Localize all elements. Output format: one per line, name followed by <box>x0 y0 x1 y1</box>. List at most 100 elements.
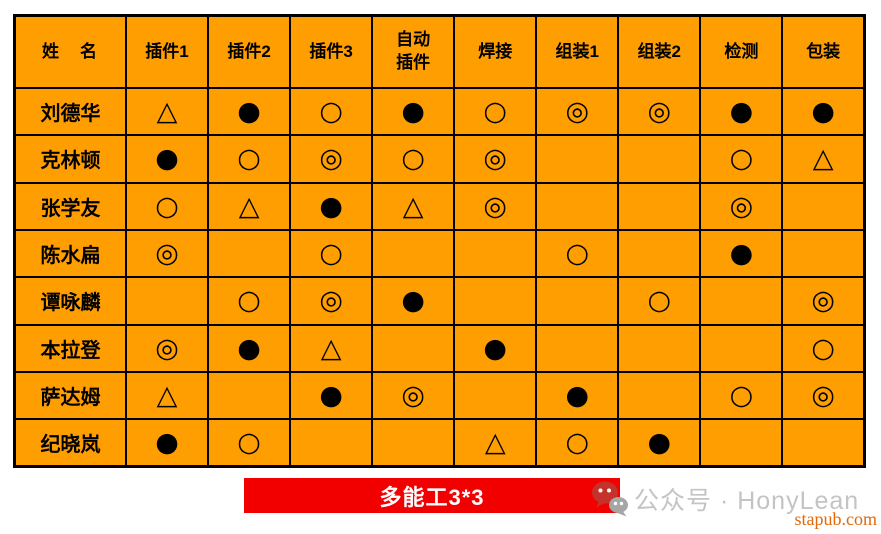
title-banner: 多能工3*3 <box>244 478 620 513</box>
skill-cell-open_circle: ○ <box>289 86 374 137</box>
skill-cell-empty <box>699 323 784 373</box>
skill-cell-empty <box>207 370 292 421</box>
skill-cell-open_circle: ○ <box>535 418 620 468</box>
skill-cell-open_circle: ○ <box>124 181 210 231</box>
skill-cell-empty <box>781 418 866 468</box>
skill-cell-double_circle: ◎ <box>289 134 374 184</box>
skill-cell-empty <box>781 181 866 231</box>
skill-cell-open_circle: ○ <box>289 228 374 279</box>
watermark: 公众号 · HonyLean <box>590 478 859 520</box>
column-header: 组装1 <box>535 14 620 89</box>
skill-cell-triangle: △ <box>289 323 374 373</box>
skill-cell-open_circle: ○ <box>207 418 292 468</box>
skill-cell-empty <box>371 418 456 468</box>
banner-label: 多能工3*3 <box>379 484 485 510</box>
skill-cell-empty <box>289 418 374 468</box>
skill-cell-open_circle: ○ <box>453 86 538 137</box>
skill-cell-double_circle: ◎ <box>617 86 702 137</box>
column-header: 焊接 <box>453 14 538 89</box>
skill-cell-open_circle: ○ <box>699 134 784 184</box>
skill-cell-open_circle: ○ <box>781 323 866 373</box>
table-body: 刘德华 △ ● ○ ● ○ ◎ ◎ ● ● 克林顿 ● ○ ◎ ○ ◎ ○ △ 张学友 ○ △ ● △ ◎ ◎ 陈水扁 ◎ ○ ○ ● 谭咏… <box>13 86 866 468</box>
skill-cell-double_circle: ◎ <box>781 276 866 326</box>
worker-row: 陈水扁 ◎ ○ ○ ● <box>13 228 866 279</box>
skill-matrix-table: 姓 名插件1 插件2 插件3 自动 插件 焊接 组装1 组装2 检测 包装 刘德华 △ ● ○ ● ○ ◎ ◎… <box>13 14 866 468</box>
skill-cell-double_circle: ◎ <box>453 181 538 231</box>
worker-row: 张学友 ○ △ ● △ ◎ ◎ <box>13 181 866 231</box>
skill-cell-filled_circle: ● <box>124 418 210 468</box>
skill-cell-filled_circle: ● <box>781 86 866 137</box>
skill-cell-double_circle: ◎ <box>781 370 866 421</box>
column-header: 自动 插件 <box>371 14 456 89</box>
header-row: 姓 名插件1 插件2 插件3 自动 插件 焊接 组装1 组装2 检测 包装 <box>13 14 866 89</box>
skill-cell-double_circle: ◎ <box>289 276 374 326</box>
skill-cell-open_circle: ○ <box>371 134 456 184</box>
skill-cell-filled_circle: ● <box>289 370 374 421</box>
skill-cell-empty <box>617 370 702 421</box>
skill-cell-filled_circle: ● <box>617 418 702 468</box>
wechat-icon <box>592 481 628 517</box>
column-header: 插件2 <box>207 14 292 89</box>
watermark-account-text: 公众号 · HonyLean <box>634 487 860 515</box>
worker-row: 克林顿 ● ○ ◎ ○ ◎ ○ △ <box>13 134 866 184</box>
skill-cell-empty <box>699 276 784 326</box>
worker-row: 纪晓岚 ● ○ △ ○ ● <box>13 418 866 468</box>
skill-cell-filled_circle: ● <box>699 86 784 137</box>
skill-cell-empty <box>535 323 620 373</box>
skill-cell-triangle: △ <box>207 181 292 231</box>
skill-cell-empty <box>207 228 292 279</box>
skill-cell-double_circle: ◎ <box>124 228 210 279</box>
skill-cell-open_circle: ○ <box>699 370 784 421</box>
worker-name: 本拉登 <box>13 323 127 373</box>
column-header: 检测 <box>699 14 784 89</box>
column-header: 组装2 <box>617 14 702 89</box>
skill-cell-filled_circle: ● <box>207 86 292 137</box>
column-header: 插件1 <box>124 14 210 89</box>
skill-cell-filled_circle: ● <box>124 134 210 184</box>
skill-cell-empty <box>371 228 456 279</box>
skill-cell-open_circle: ○ <box>207 276 292 326</box>
worker-row: 谭咏麟 ○ ◎ ● ○ ◎ <box>13 276 866 326</box>
skill-cell-empty <box>617 134 702 184</box>
worker-name: 克林顿 <box>13 134 127 184</box>
column-header-name: 姓 名 <box>13 14 127 89</box>
skill-cell-empty <box>535 134 620 184</box>
site-watermark-text: stapub.com <box>794 509 878 529</box>
skill-cell-empty <box>453 276 538 326</box>
column-header: 包装 <box>781 14 866 89</box>
skill-cell-open_circle: ○ <box>617 276 702 326</box>
skill-cell-filled_circle: ● <box>371 276 456 326</box>
skill-cell-triangle: △ <box>124 370 210 421</box>
skill-cell-empty <box>535 181 620 231</box>
worker-row: 本拉登 ◎ ● △ ● ○ <box>13 323 866 373</box>
skill-cell-empty <box>699 418 784 468</box>
column-header: 插件3 <box>289 14 374 89</box>
skill-cell-filled_circle: ● <box>289 181 374 231</box>
worker-name: 纪晓岚 <box>13 418 127 468</box>
worker-name: 刘德华 <box>13 86 127 137</box>
worker-name: 萨达姆 <box>13 370 127 421</box>
skill-cell-triangle: △ <box>371 181 456 231</box>
skill-cell-empty <box>617 323 702 373</box>
skill-cell-double_circle: ◎ <box>535 86 620 137</box>
skill-cell-open_circle: ○ <box>207 134 292 184</box>
skill-cell-filled_circle: ● <box>699 228 784 279</box>
skill-cell-filled_circle: ● <box>207 323 292 373</box>
skill-cell-empty <box>535 276 620 326</box>
skill-cell-empty <box>617 181 702 231</box>
worker-name: 谭咏麟 <box>13 276 127 326</box>
skill-cell-double_circle: ◎ <box>124 323 210 373</box>
skill-cell-empty <box>453 228 538 279</box>
skill-cell-double_circle: ◎ <box>453 134 538 184</box>
skill-cell-empty <box>124 276 210 326</box>
skill-cell-filled_circle: ● <box>453 323 538 373</box>
skill-cell-filled_circle: ● <box>535 370 620 421</box>
skill-cell-empty <box>617 228 702 279</box>
worker-name: 陈水扁 <box>13 228 127 279</box>
skill-cell-double_circle: ◎ <box>699 181 784 231</box>
skill-cell-empty <box>453 370 538 421</box>
skill-cell-triangle: △ <box>124 86 210 137</box>
skill-cell-double_circle: ◎ <box>371 370 456 421</box>
skill-cell-triangle: △ <box>781 134 866 184</box>
worker-row: 萨达姆 △ ● ◎ ● ○ ◎ <box>13 370 866 421</box>
